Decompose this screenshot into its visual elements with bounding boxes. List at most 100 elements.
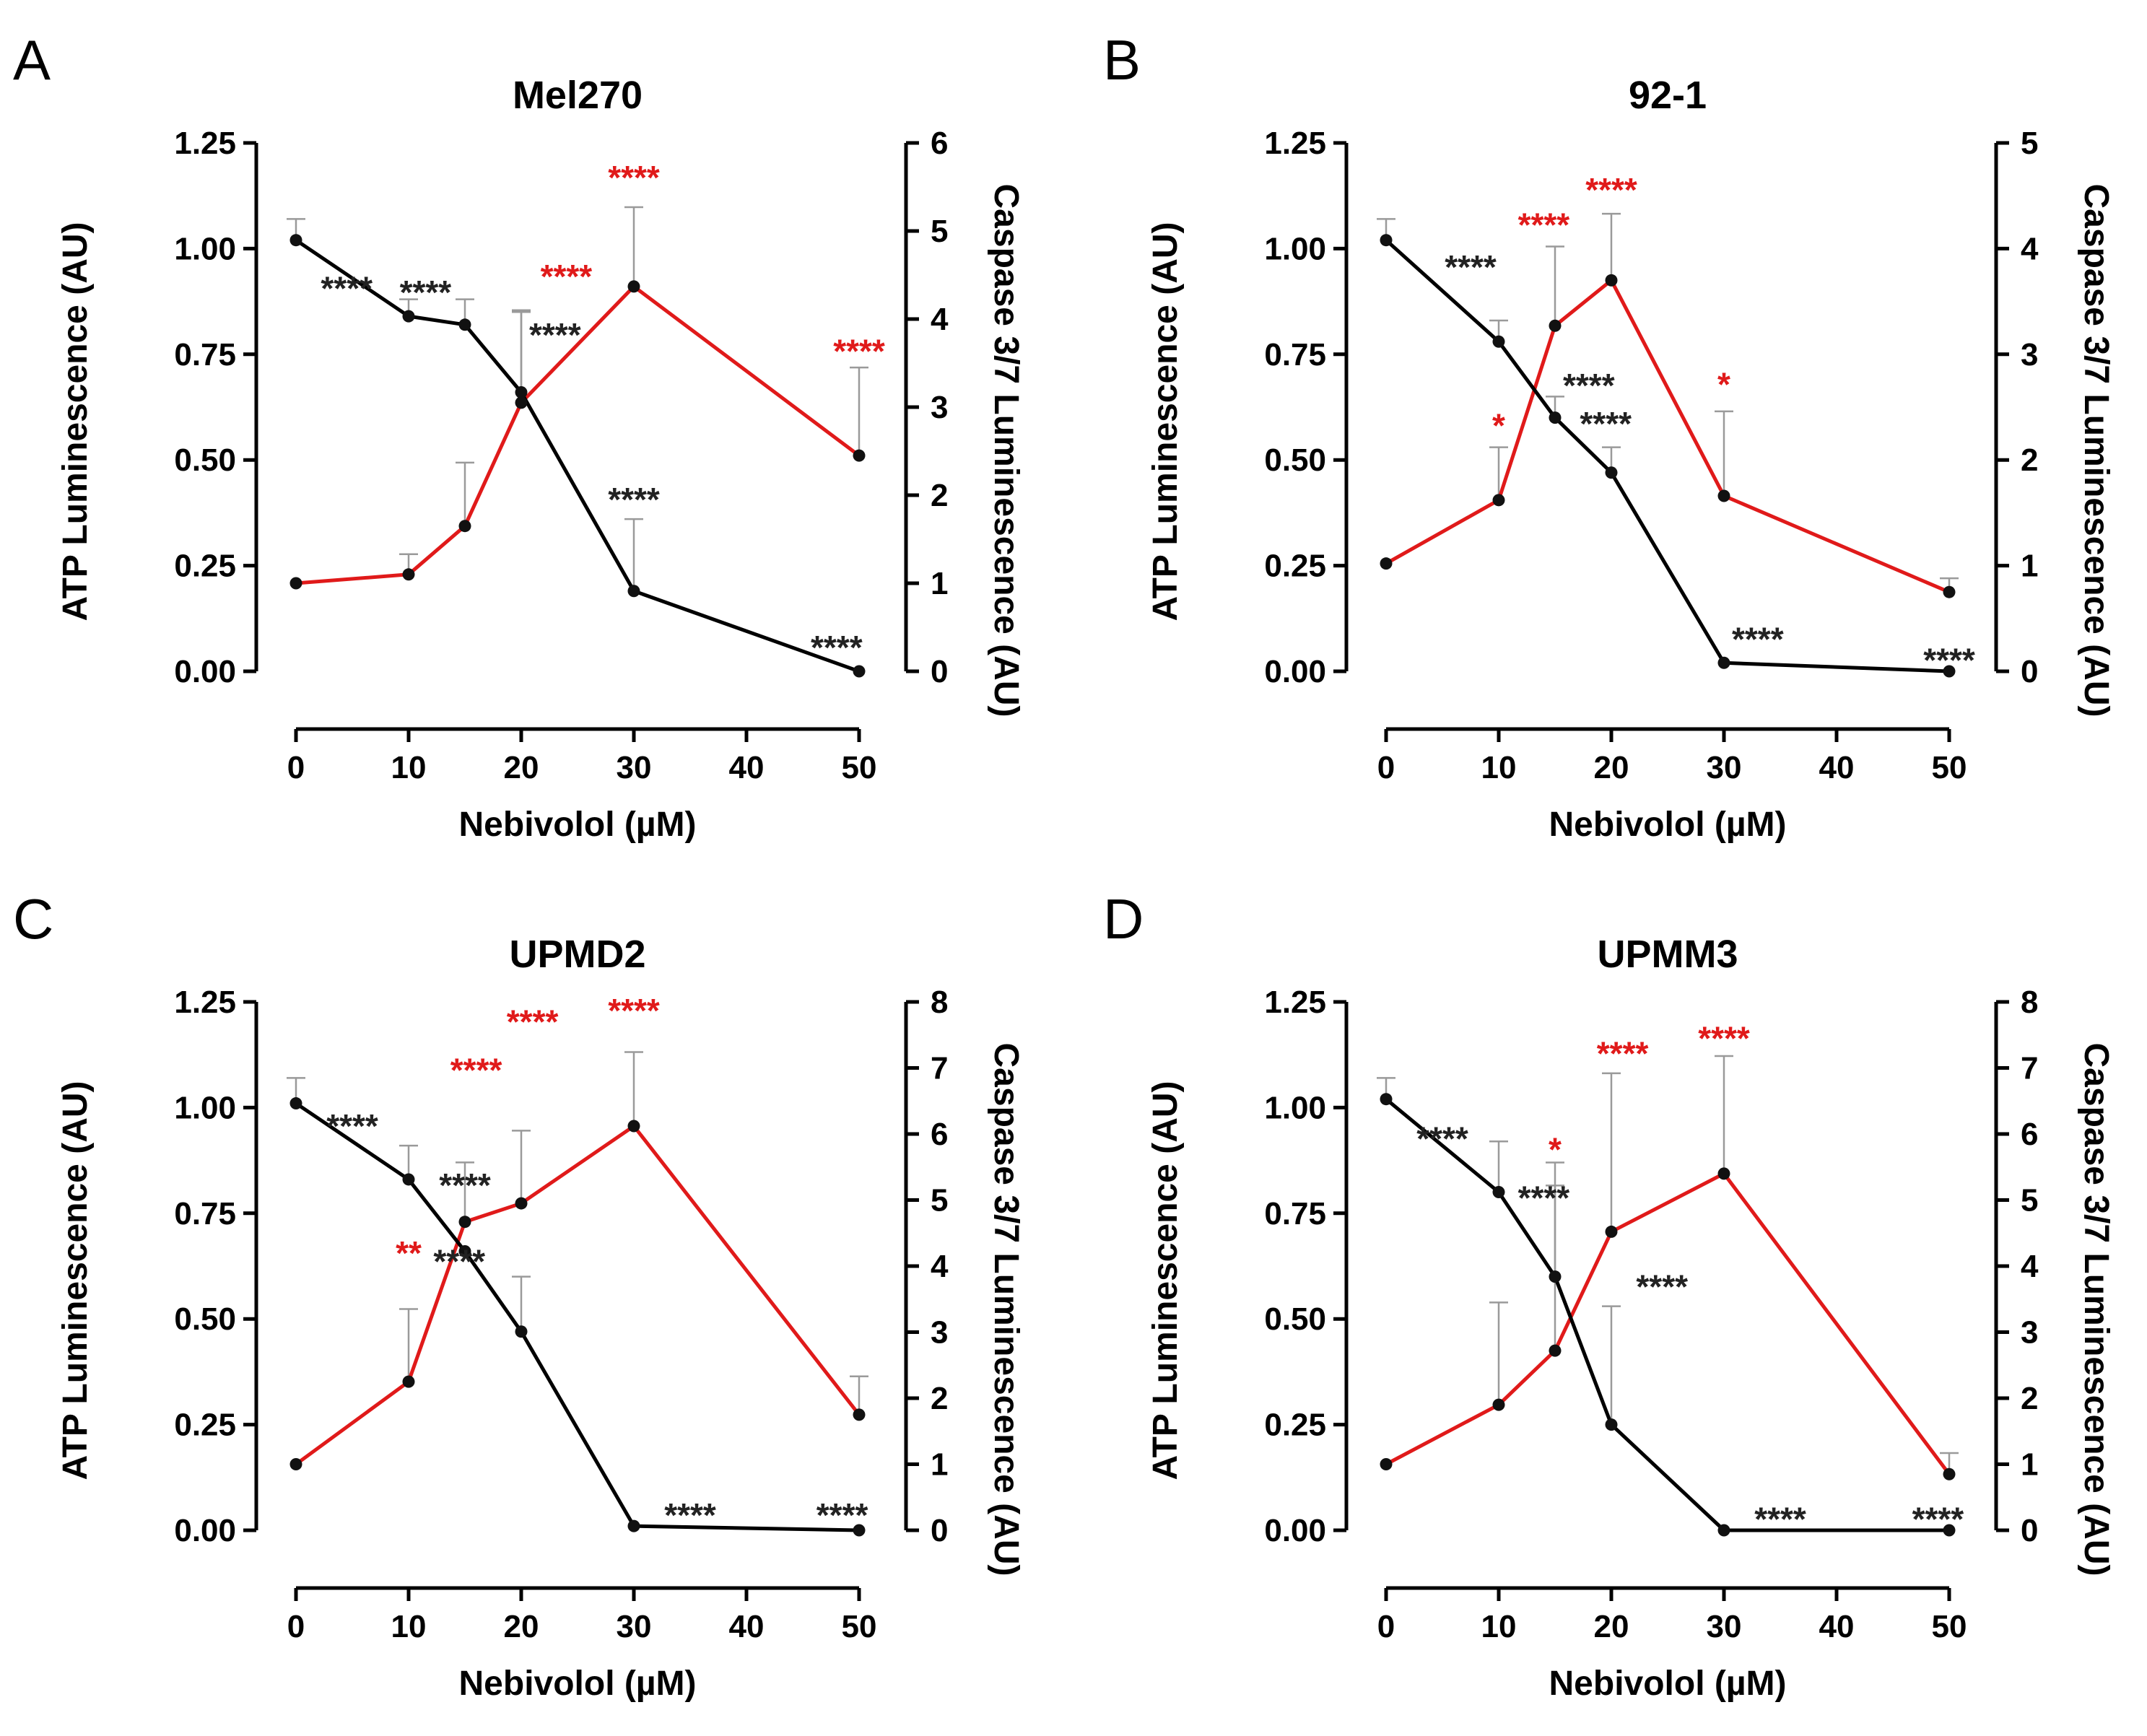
atp-data-point [1549, 411, 1562, 424]
x-tick-label: 40 [729, 1609, 765, 1644]
atp-data-point [1717, 1524, 1730, 1537]
x-axis-label: Nebivolol (µM) [459, 1665, 697, 1703]
right-tick-label: 5 [2021, 1183, 2038, 1218]
left-tick-label: 0.75 [174, 337, 236, 372]
caspase-data-point [1492, 1398, 1505, 1411]
atp-data-point [1492, 1186, 1505, 1199]
caspase-series-line [1385, 1172, 1951, 1475]
significance-label: **** [507, 1003, 559, 1041]
atp-data-point [1717, 656, 1730, 669]
right-axis-label: Caspase 3/7 Luminescence (AU) [987, 184, 1025, 717]
caspase-data-point [1605, 274, 1618, 287]
atp-series-line [295, 1102, 860, 1532]
left-tick-label: 0.25 [1264, 1408, 1326, 1443]
significance-label: **** [1580, 405, 1632, 442]
panel-letter: D [1103, 887, 1144, 951]
significance-label: **** [833, 333, 885, 370]
atp-data-point [627, 1519, 640, 1532]
significance-label: **** [400, 274, 452, 311]
x-tick-label: 40 [1819, 750, 1855, 785]
right-tick-label: 7 [2021, 1051, 2038, 1086]
right-tick-label: 8 [931, 985, 948, 1020]
left-tick-label: 1.25 [174, 985, 236, 1020]
right-tick-label: 2 [931, 478, 948, 513]
right-tick-label: 3 [931, 1315, 948, 1351]
caspase-series-line [295, 1124, 861, 1466]
right-tick-label: 5 [2021, 126, 2038, 161]
significance-label: **** [1563, 367, 1615, 404]
right-tick-label: 4 [931, 1249, 949, 1284]
caspase-data-point [402, 1375, 415, 1388]
x-tick-label: 30 [617, 1609, 652, 1644]
caspase-data-point [515, 1197, 528, 1210]
significance-label: **** [1585, 171, 1637, 209]
caspase-data-point [1549, 1344, 1562, 1357]
left-tick-label: 0.25 [1264, 549, 1326, 584]
significance-label: **** [1518, 206, 1570, 244]
significance-label: **** [608, 481, 660, 518]
x-tick-label: 0 [1377, 1609, 1395, 1644]
significance-label: **** [1923, 642, 1975, 679]
caspase-data-point [627, 280, 640, 293]
significance-label: * [1549, 1130, 1562, 1168]
x-axis: 0 10 20 30 40 50 Nebivolol (µM) [1377, 727, 1967, 844]
atp-data-point [402, 310, 415, 323]
atp-data-point [1943, 1524, 1956, 1537]
atp-series-line [1385, 1097, 1949, 1532]
chart-panel-b: B 92-1 0.00 0.25 0.50 0.75 1.00 1.25 ATP Lumines… [1103, 28, 2115, 844]
atp-data-point [1605, 466, 1618, 479]
significance-label: **** [439, 1166, 491, 1204]
caspase-data-point [1380, 557, 1393, 570]
left-tick-label: 1.25 [1264, 126, 1326, 161]
left-tick-label: 0.00 [174, 654, 236, 689]
significance-label: **** [1445, 248, 1497, 286]
right-tick-label: 7 [931, 1051, 948, 1086]
x-tick-label: 50 [842, 1609, 877, 1644]
right-tick-label: 3 [931, 390, 948, 425]
left-tick-label: 0.50 [174, 1301, 236, 1337]
right-y-axis: 0 1 2 3 4 5 6 Caspase 3/7 Luminescence (AU) [904, 126, 1025, 717]
caspase-data-point [458, 1216, 471, 1229]
chart-panel-d: D UPMM3 0.00 0.25 0.50 0.75 1.00 1.25 ATP Lumine… [1103, 887, 2115, 1703]
x-axis: 0 10 20 30 40 50 Nebivolol (µM) [287, 727, 876, 844]
panel-title: UPMD2 [509, 933, 645, 976]
significance-label: **** [608, 992, 660, 1029]
caspase-data-point [1717, 489, 1730, 502]
left-tick-label: 0.75 [1264, 1196, 1326, 1231]
left-tick-label: 1.25 [174, 126, 236, 161]
significance-label: **** [529, 316, 581, 354]
significance-label: **** [1518, 1179, 1570, 1217]
atp-series-line [295, 238, 860, 673]
caspase-data-point [458, 520, 471, 533]
right-axis-label: Caspase 3/7 Luminescence (AU) [2077, 1043, 2115, 1576]
chart-panel-a: A Mel270 0.00 0.25 0.50 0.75 1.00 1.25 ATP Lumin… [13, 28, 1025, 844]
left-tick-label: 1.25 [1264, 985, 1326, 1020]
left-tick-label: 0.75 [174, 1196, 236, 1231]
left-tick-label: 0.50 [1264, 1301, 1326, 1337]
significance-label: **** [1698, 1020, 1750, 1057]
x-tick-label: 30 [617, 750, 652, 785]
caspase-data-point [1380, 1458, 1393, 1470]
left-tick-label: 0.75 [1264, 337, 1326, 372]
left-tick-label: 1.00 [174, 231, 236, 266]
x-tick-label: 20 [504, 750, 539, 785]
x-tick-label: 0 [287, 750, 305, 785]
significance-label: **** [816, 1496, 868, 1534]
panel-title: Mel270 [513, 74, 643, 117]
right-tick-label: 1 [2021, 549, 2038, 584]
significance-label: **** [326, 1107, 378, 1145]
left-y-axis: 0.00 0.25 0.50 0.75 1.00 1.25 ATP Luminescence… [1146, 985, 1349, 1548]
x-tick-label: 50 [1932, 750, 1967, 785]
significance-label: **** [433, 1243, 485, 1281]
caspase-data-point [1943, 1467, 1956, 1480]
left-tick-label: 0.00 [1264, 654, 1326, 689]
atp-data-point [402, 1173, 415, 1186]
left-y-axis: 0.00 0.25 0.50 0.75 1.00 1.25 ATP Luminescence… [1146, 126, 1349, 689]
left-tick-label: 1.00 [1264, 231, 1326, 266]
atp-data-point [627, 585, 640, 598]
right-tick-label: 2 [2021, 442, 2038, 478]
right-tick-label: 8 [2021, 985, 2038, 1020]
x-axis: 0 10 20 30 40 50 Nebivolol (µM) [1377, 1586, 1967, 1703]
x-axis: 0 10 20 30 40 50 Nebivolol (µM) [287, 1586, 877, 1703]
right-tick-label: 6 [931, 126, 948, 161]
